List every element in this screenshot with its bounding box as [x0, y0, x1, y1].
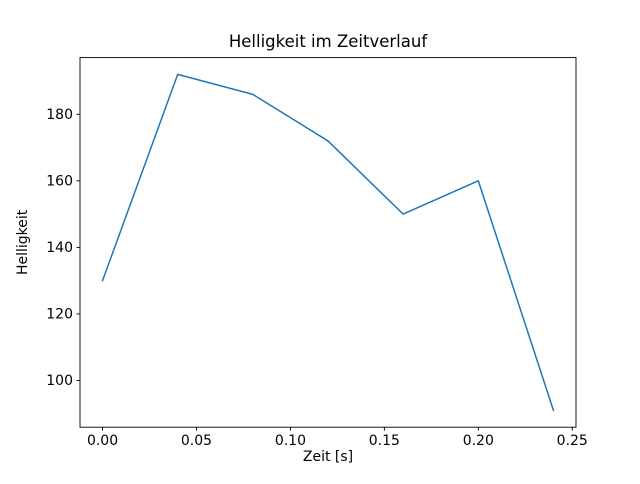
x-tick-label: 0.25 [557, 433, 588, 449]
x-axis-label: Zeit [s] [303, 449, 353, 465]
y-tick-label: 160 [46, 173, 73, 189]
chart-title: Helligkeit im Zeitverlauf [229, 32, 428, 51]
y-axis-label: Helligkeit [15, 209, 31, 275]
x-tick-label: 0.00 [87, 433, 118, 449]
y-tick-label: 100 [46, 373, 73, 389]
y-tick-label: 120 [46, 306, 73, 322]
plot-border [79, 57, 577, 428]
plot-area: 0.00 0.05 0.10 0.15 0.20 0.25 100 120 140 160 180 [46, 73, 588, 449]
x-tick-label: 0.10 [275, 433, 306, 449]
data-line [101, 73, 555, 412]
y-tick-label: 180 [46, 107, 73, 123]
x-tick-label: 0.05 [181, 433, 212, 449]
x-tick-label: 0.20 [463, 433, 494, 449]
y-tick-label: 140 [46, 240, 73, 256]
x-tick-label: 0.15 [369, 433, 400, 449]
